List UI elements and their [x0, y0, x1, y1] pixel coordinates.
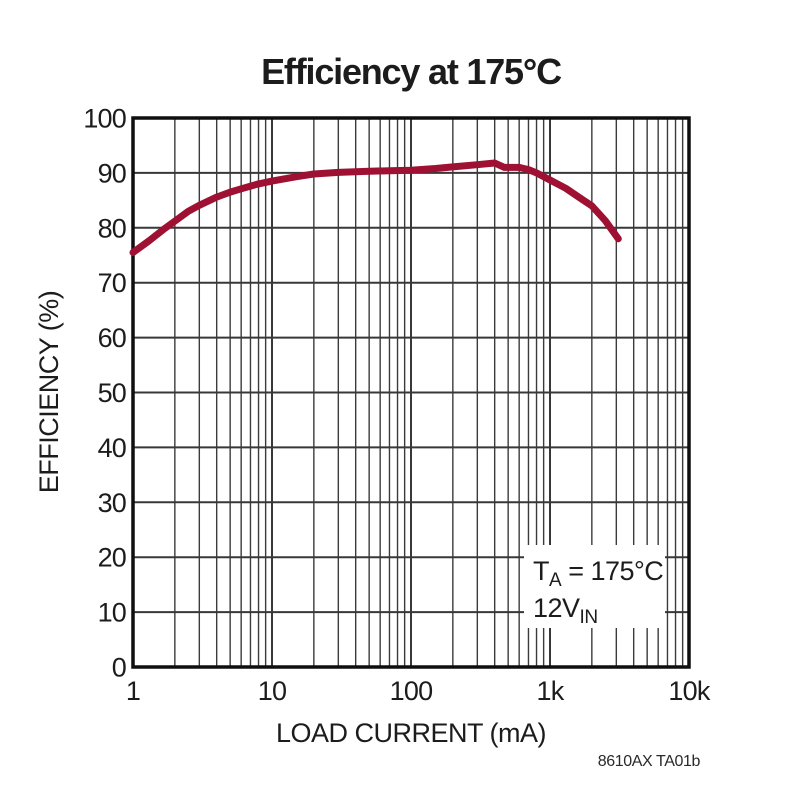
annotation-vin-subscript: IN: [580, 607, 598, 628]
x-tick-label: 10: [258, 676, 286, 706]
y-tick-label: 30: [98, 488, 126, 518]
y-axis-tick-labels: 0 10 20 30 40 50 60 70 80 90 100: [83, 104, 126, 683]
efficiency-curve: [129, 159, 622, 256]
annotation-line2: 12VIN: [533, 593, 598, 628]
x-tick-label: 1: [126, 676, 140, 706]
annotation-ta-main: T: [533, 556, 549, 586]
y-tick-label: 20: [98, 543, 126, 573]
x-tick-label: 10k: [668, 676, 710, 706]
annotation-background: [524, 545, 665, 628]
y-tick-label: 90: [98, 158, 126, 188]
chart-title: Efficiency at 175°C: [261, 51, 562, 92]
y-tick-label: 70: [98, 268, 126, 298]
y-tick-label: 50: [98, 378, 126, 408]
y-tick-label: 80: [98, 213, 126, 243]
gridlines: [133, 118, 689, 667]
y-axis-label: EFFICIENCY (%): [34, 291, 64, 494]
x-tick-label: 1k: [537, 676, 565, 706]
annotation-ta-value: = 175°C: [561, 556, 663, 586]
y-tick-label: 10: [98, 598, 126, 628]
y-tick-label: 60: [98, 323, 126, 353]
annotation-box: TA = 175°C 12VIN: [524, 545, 665, 628]
annotation-ta-subscript: A: [549, 570, 562, 591]
annotation-vin-main: 12V: [533, 593, 580, 623]
figure-code: 8610AX TA01b: [598, 753, 701, 770]
y-tick-label: 40: [98, 433, 126, 463]
x-tick-label: 100: [390, 676, 433, 706]
x-axis-label: LOAD CURRENT (mA): [276, 718, 546, 748]
y-tick-label: 100: [83, 104, 126, 134]
plot-frame: [131, 116, 691, 669]
y-tick-label: 0: [112, 653, 126, 683]
x-axis-tick-labels: 1 10 100 1k 10k: [126, 676, 712, 706]
annotation-line1: TA = 175°C: [533, 556, 663, 591]
